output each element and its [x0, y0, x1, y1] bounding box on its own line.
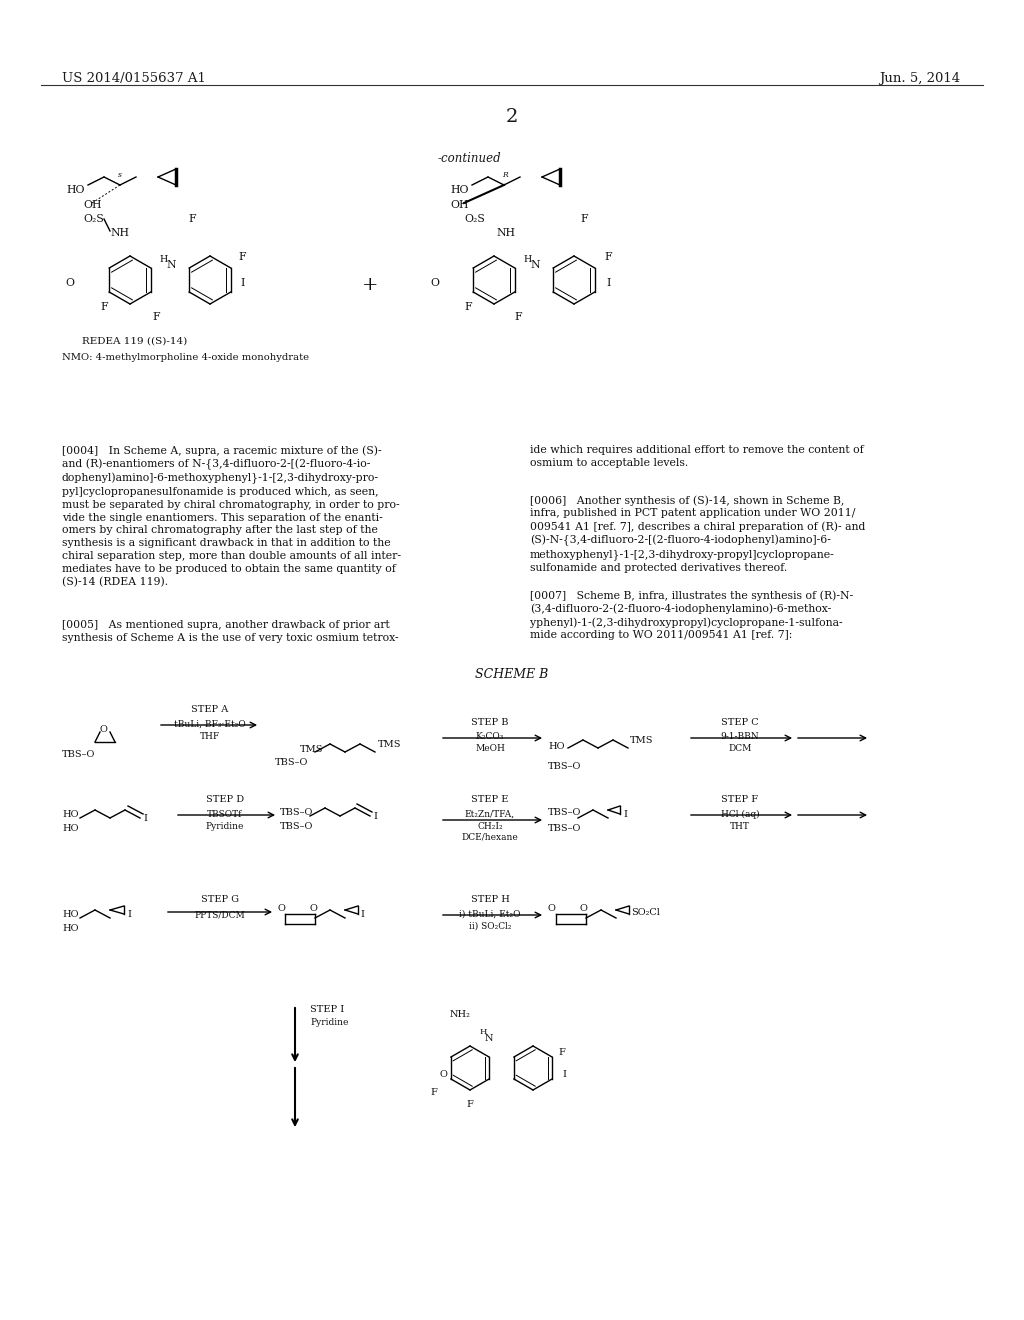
Text: [0007]   Scheme B, infra, illustrates the synthesis of (R)-N-
(3,4-difluoro-2-(2: [0007] Scheme B, infra, illustrates the … — [530, 590, 853, 640]
Text: STEP D: STEP D — [206, 795, 244, 804]
Text: STEP F: STEP F — [722, 795, 759, 804]
Text: F: F — [580, 214, 588, 224]
Text: F: F — [188, 214, 196, 224]
Text: -continued: -continued — [438, 152, 502, 165]
Text: tBuLi, BF₃·Et₂O: tBuLi, BF₃·Et₂O — [174, 719, 246, 729]
Text: H: H — [160, 256, 168, 264]
Text: US 2014/0155637 A1: US 2014/0155637 A1 — [62, 73, 206, 84]
Text: O: O — [580, 904, 588, 913]
Text: I: I — [562, 1071, 566, 1078]
Text: I: I — [373, 812, 377, 821]
Text: H: H — [524, 256, 532, 264]
Text: O: O — [65, 279, 74, 288]
Text: O: O — [440, 1071, 447, 1078]
Text: O: O — [310, 904, 317, 913]
Text: TBS–O: TBS–O — [548, 808, 582, 817]
Text: CH₂I₂: CH₂I₂ — [477, 822, 503, 832]
Text: K₂CO₃: K₂CO₃ — [476, 733, 504, 741]
Text: HO: HO — [62, 909, 79, 919]
Text: F: F — [558, 1048, 565, 1057]
Text: F: F — [152, 312, 160, 322]
Text: TBS–O: TBS–O — [62, 750, 95, 759]
Text: ide which requires additional effort to remove the content of
osmium to acceptab: ide which requires additional effort to … — [530, 445, 864, 467]
Text: ii) SO₂Cl₂: ii) SO₂Cl₂ — [469, 921, 511, 931]
Text: F: F — [604, 252, 611, 261]
Text: HO: HO — [450, 185, 469, 195]
Text: I: I — [360, 909, 364, 919]
Text: HO: HO — [548, 742, 564, 751]
Text: N: N — [485, 1034, 494, 1043]
Text: DCE/hexane: DCE/hexane — [462, 832, 518, 841]
Text: HCl (aq): HCl (aq) — [721, 810, 760, 820]
Text: R: R — [502, 172, 508, 180]
Text: STEP E: STEP E — [471, 795, 509, 804]
Text: F: F — [514, 312, 521, 322]
Text: F: F — [430, 1088, 437, 1097]
Text: NH₂: NH₂ — [450, 1010, 471, 1019]
Text: I: I — [240, 279, 245, 288]
Text: SCHEME B: SCHEME B — [475, 668, 549, 681]
Text: STEP B: STEP B — [471, 718, 509, 727]
Text: O: O — [430, 279, 439, 288]
Text: O: O — [278, 904, 286, 913]
Text: Pyridine: Pyridine — [310, 1018, 348, 1027]
Text: +: + — [361, 276, 378, 294]
Text: I: I — [623, 810, 627, 818]
Text: H: H — [480, 1028, 487, 1036]
Text: NMO: 4-methylmorpholine 4-oxide monohydrate: NMO: 4-methylmorpholine 4-oxide monohydr… — [62, 352, 309, 362]
Text: NH: NH — [110, 228, 129, 238]
Text: i) tBuLi, Et₂O: i) tBuLi, Et₂O — [459, 909, 521, 919]
Text: TMS: TMS — [630, 737, 653, 744]
Text: PPTS/DCM: PPTS/DCM — [195, 909, 246, 919]
Text: TBS–O: TBS–O — [548, 824, 582, 833]
Text: F: F — [464, 302, 472, 312]
Text: TBSOTf: TBSOTf — [207, 810, 243, 818]
Text: Pyridine: Pyridine — [206, 822, 244, 832]
Text: HO: HO — [62, 924, 79, 933]
Text: s: s — [118, 172, 122, 180]
Text: STEP A: STEP A — [191, 705, 228, 714]
Text: SO₂Cl: SO₂Cl — [631, 908, 659, 917]
Text: OH: OH — [83, 201, 101, 210]
Text: TBS–O: TBS–O — [280, 822, 313, 832]
Text: F: F — [238, 252, 246, 261]
Text: STEP G: STEP G — [201, 895, 239, 904]
Text: HO: HO — [66, 185, 85, 195]
Text: STEP H: STEP H — [471, 895, 509, 904]
Text: THT: THT — [730, 822, 750, 832]
Text: TBS–O: TBS–O — [275, 758, 308, 767]
Text: TMS: TMS — [378, 741, 401, 748]
Text: O: O — [100, 725, 108, 734]
Text: Jun. 5, 2014: Jun. 5, 2014 — [879, 73, 961, 84]
Text: TBS–O: TBS–O — [280, 808, 313, 817]
Text: 9-1-BBN: 9-1-BBN — [721, 733, 760, 741]
Text: 2: 2 — [506, 108, 518, 125]
Text: THF: THF — [200, 733, 220, 741]
Text: STEP C: STEP C — [721, 718, 759, 727]
Text: [0005]   As mentioned supra, another drawback of prior art
synthesis of Scheme A: [0005] As mentioned supra, another drawb… — [62, 620, 398, 643]
Text: F: F — [466, 1100, 473, 1109]
Text: F: F — [100, 302, 108, 312]
Text: N: N — [166, 260, 175, 271]
Text: MeOH: MeOH — [475, 744, 505, 752]
Text: HO: HO — [62, 810, 79, 818]
Text: O: O — [548, 904, 556, 913]
Text: I: I — [127, 909, 131, 919]
Text: TBS–O: TBS–O — [548, 762, 582, 771]
Text: HO: HO — [62, 824, 79, 833]
Text: O₂S: O₂S — [464, 214, 484, 224]
Text: Et₂Zn/TFA,: Et₂Zn/TFA, — [465, 810, 515, 818]
Text: NH: NH — [496, 228, 515, 238]
Text: REDEA 119 ((S)-14): REDEA 119 ((S)-14) — [82, 337, 187, 346]
Text: I: I — [143, 814, 147, 822]
Text: [0004]   In Scheme A, supra, a racemic mixture of the (S)-
and (R)-enantiomers o: [0004] In Scheme A, supra, a racemic mix… — [62, 445, 401, 587]
Text: [0006]   Another synthesis of (S)-14, shown in Scheme B,
infra, published in PCT: [0006] Another synthesis of (S)-14, show… — [530, 495, 865, 573]
Text: STEP I: STEP I — [310, 1005, 344, 1014]
Text: N: N — [530, 260, 540, 271]
Text: I: I — [606, 279, 610, 288]
Text: TMS: TMS — [300, 744, 324, 754]
Text: O₂S: O₂S — [83, 214, 103, 224]
Text: OH: OH — [450, 201, 469, 210]
Text: DCM: DCM — [728, 744, 752, 752]
